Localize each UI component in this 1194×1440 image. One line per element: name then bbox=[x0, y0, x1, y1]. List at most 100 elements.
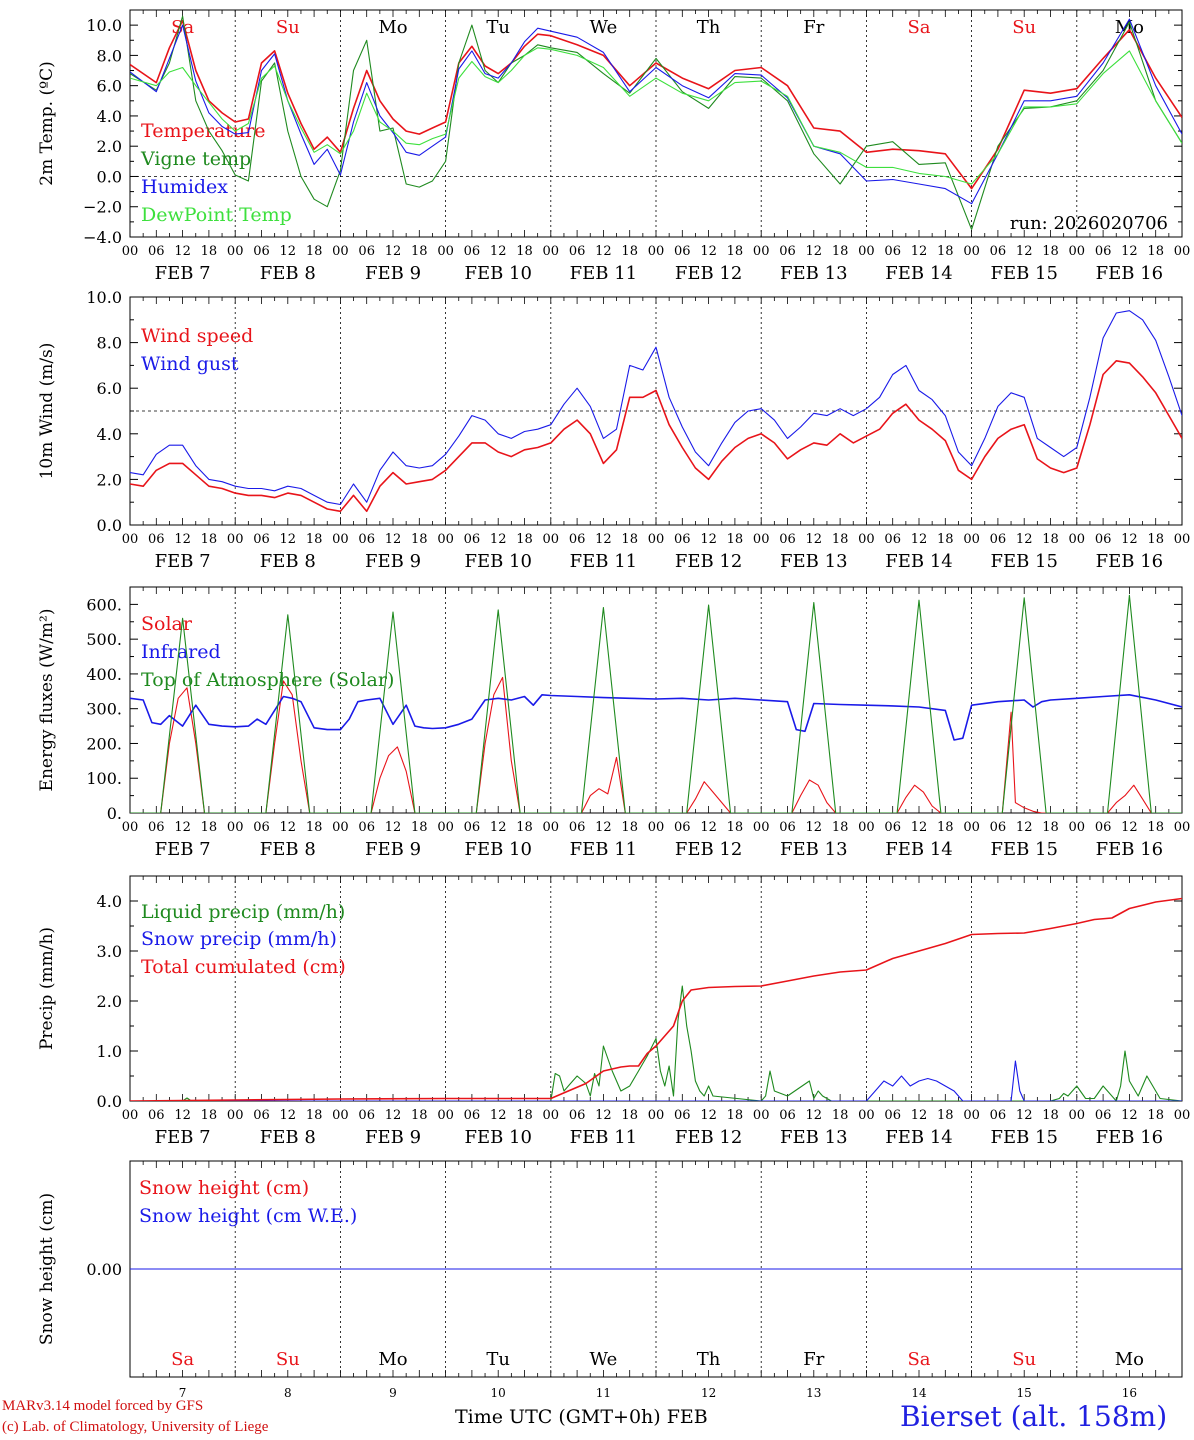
y-tick-label: 600. bbox=[86, 595, 122, 614]
day-number-label: 8 bbox=[284, 1386, 292, 1400]
y-axis-title: 2m Temp. (ºC) bbox=[37, 61, 57, 186]
hour-tick-label: 06 bbox=[990, 1108, 1007, 1123]
day-number-label: 16 bbox=[1122, 1386, 1137, 1400]
hour-tick-label: 06 bbox=[464, 244, 481, 259]
hour-tick-label: 12 bbox=[911, 820, 928, 835]
day-abbr-label: Th bbox=[697, 1349, 721, 1370]
hour-tick-label: 12 bbox=[595, 820, 612, 835]
hour-tick-label: 00 bbox=[332, 1108, 349, 1123]
hour-tick-label: 06 bbox=[779, 1108, 796, 1123]
date-tick-label: FEB 16 bbox=[1096, 263, 1163, 284]
hour-tick-label: 18 bbox=[621, 1108, 638, 1123]
hour-tick-label: 00 bbox=[122, 532, 139, 547]
day-abbr-label: Fr bbox=[803, 17, 824, 38]
hour-tick-label: 00 bbox=[1069, 820, 1086, 835]
y-axis-title: Snow height (cm) bbox=[37, 1193, 57, 1345]
hour-tick-label: 00 bbox=[648, 820, 665, 835]
hour-tick-label: 12 bbox=[1016, 1108, 1033, 1123]
hour-tick-label: 06 bbox=[1095, 820, 1112, 835]
hour-tick-label: 00 bbox=[122, 820, 139, 835]
day-abbr-label: Th bbox=[697, 17, 721, 38]
date-tick-label: FEB 7 bbox=[155, 839, 211, 860]
hour-tick-label: 12 bbox=[700, 1108, 717, 1123]
date-tick-label: FEB 8 bbox=[260, 1127, 316, 1148]
hour-tick-label: 00 bbox=[858, 244, 875, 259]
hour-tick-label: 06 bbox=[674, 820, 691, 835]
hour-tick-label: 12 bbox=[490, 1108, 507, 1123]
y-tick-label: 0.0 bbox=[97, 167, 122, 186]
hour-tick-label: 06 bbox=[779, 244, 796, 259]
hour-tick-label: 12 bbox=[174, 820, 191, 835]
chart-panel-3: 0. 100. 200. 300. 400. 500. 600. Energy fluxes … bbox=[37, 586, 1190, 860]
date-tick-label: FEB 12 bbox=[675, 1127, 742, 1148]
y-tick-label: 1.0 bbox=[97, 1042, 122, 1061]
hour-tick-label: 12 bbox=[1121, 244, 1138, 259]
hour-tick-label: 00 bbox=[1069, 1108, 1086, 1123]
day-abbr-label: Mo bbox=[378, 17, 407, 38]
y-tick-label: 8.0 bbox=[97, 334, 122, 353]
hour-tick-label: 12 bbox=[280, 1108, 297, 1123]
hour-tick-label: 06 bbox=[148, 1108, 165, 1123]
y-tick-label: 400. bbox=[86, 665, 122, 684]
hour-tick-label: 06 bbox=[148, 532, 165, 547]
hour-tick-label: 00 bbox=[963, 244, 980, 259]
date-tick-label: FEB 15 bbox=[990, 551, 1057, 572]
series-line-infrared bbox=[130, 693, 1182, 741]
hour-tick-label: 18 bbox=[832, 1108, 849, 1123]
hour-tick-label: 12 bbox=[806, 244, 823, 259]
day-number-label: 15 bbox=[1017, 1386, 1032, 1400]
y-tick-label: 0.00 bbox=[86, 1260, 122, 1279]
day-number-label: 12 bbox=[701, 1386, 716, 1400]
hour-tick-label: 18 bbox=[621, 532, 638, 547]
hour-tick-label: 06 bbox=[569, 820, 586, 835]
date-tick-label: FEB 13 bbox=[780, 551, 847, 572]
hour-tick-label: 18 bbox=[937, 820, 954, 835]
hour-tick-label: 06 bbox=[990, 820, 1007, 835]
y-tick-label: 10.0 bbox=[86, 288, 122, 307]
hour-tick-label: 06 bbox=[253, 532, 270, 547]
day-number-label: 7 bbox=[179, 1386, 187, 1400]
series-line-vigne-temp bbox=[130, 15, 1182, 230]
legend-entry: Solar bbox=[141, 613, 193, 635]
hour-tick-label: 12 bbox=[174, 532, 191, 547]
hour-tick-label: 12 bbox=[385, 244, 402, 259]
hour-tick-label: 18 bbox=[411, 532, 428, 547]
hour-tick-label: 18 bbox=[1042, 1108, 1059, 1123]
day-abbr-label: Mo bbox=[1115, 1349, 1144, 1370]
hour-tick-label: 00 bbox=[122, 1108, 139, 1123]
hour-tick-label: 06 bbox=[569, 532, 586, 547]
y-tick-label: 2.0 bbox=[97, 992, 122, 1011]
hour-tick-label: 18 bbox=[1042, 532, 1059, 547]
hour-tick-label: 00 bbox=[543, 1108, 560, 1123]
date-tick-label: FEB 14 bbox=[885, 1127, 952, 1148]
hour-tick-label: 00 bbox=[963, 532, 980, 547]
date-tick-label: FEB 13 bbox=[780, 839, 847, 860]
hour-tick-label: 18 bbox=[516, 1108, 533, 1123]
hour-tick-label: 18 bbox=[1147, 820, 1164, 835]
hour-tick-label: 18 bbox=[621, 820, 638, 835]
hour-tick-label: 18 bbox=[306, 532, 323, 547]
legend-entry: Snow precip (mm/h) bbox=[141, 928, 337, 950]
hour-tick-label: 00 bbox=[1069, 532, 1086, 547]
hour-tick-label: 18 bbox=[306, 244, 323, 259]
hour-tick-label: 06 bbox=[358, 244, 375, 259]
hour-tick-label: 06 bbox=[674, 1108, 691, 1123]
hour-tick-label: 06 bbox=[779, 532, 796, 547]
date-tick-label: FEB 9 bbox=[365, 1127, 421, 1148]
plot-frame bbox=[129, 9, 1183, 238]
hour-tick-label: 12 bbox=[174, 244, 191, 259]
y-tick-label: 100. bbox=[86, 769, 122, 788]
y-axis-title: 10m Wind (m/s) bbox=[37, 343, 57, 480]
date-tick-label: FEB 11 bbox=[570, 551, 637, 572]
hour-tick-label: 18 bbox=[832, 244, 849, 259]
legend-entry: Temperature bbox=[141, 120, 265, 142]
hour-tick-label: 06 bbox=[569, 244, 586, 259]
y-tick-label: 4.0 bbox=[97, 107, 122, 126]
hour-tick-label: 12 bbox=[385, 1108, 402, 1123]
date-tick-label: FEB 11 bbox=[570, 263, 637, 284]
y-tick-label: 3.0 bbox=[97, 942, 122, 961]
hour-tick-label: 00 bbox=[648, 1108, 665, 1123]
hour-tick-label: 00 bbox=[1174, 532, 1191, 547]
hour-tick-label: 18 bbox=[516, 532, 533, 547]
hour-tick-label: 18 bbox=[306, 1108, 323, 1123]
